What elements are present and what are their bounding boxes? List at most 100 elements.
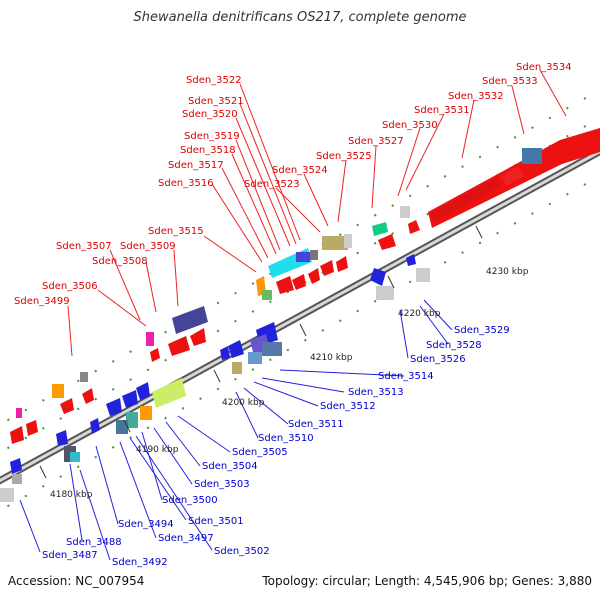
gene-sden-3504 <box>152 378 186 408</box>
gene-label: Sden_3519 <box>184 131 240 142</box>
gene-label: Sden_3497 <box>158 533 214 544</box>
gene-sden-3503 <box>140 406 152 420</box>
gene-sden-3487 <box>0 488 14 502</box>
gene-sden-3491 <box>56 430 68 446</box>
tick-label: 4220 kbp <box>398 309 441 319</box>
gene-sden-3525 <box>322 236 348 250</box>
gene-label: Sden_3526 <box>410 354 466 365</box>
tick-label: 4230 kbp <box>486 267 529 277</box>
gene-sden-3510 <box>232 362 242 374</box>
gene-sden-3489 <box>70 452 80 462</box>
genome-summary: Topology: circular; Length: 4,545,906 bp… <box>262 574 592 588</box>
gene-label: Sden_3505 <box>232 447 288 458</box>
gene-sden-3523 <box>336 256 348 272</box>
gene-label: Sden_3511 <box>288 419 344 430</box>
gene-sden-3532 <box>502 166 524 186</box>
gene-label: Sden_3515 <box>148 226 204 237</box>
gene-label: Sden_3527 <box>348 136 404 147</box>
gene-sden-3508 <box>168 336 190 356</box>
guide-dots <box>0 89 600 512</box>
gene-label: Sden_3516 <box>158 178 214 189</box>
forward-genes <box>10 128 600 444</box>
map-title: Shewanella denitrificans OS217, complete… <box>133 10 467 25</box>
tick-label: 4190 kbp <box>136 445 179 455</box>
gene-label: Sden_3494 <box>118 519 174 530</box>
gene-sden-3497 <box>122 390 138 408</box>
gene-sden-3496 <box>16 408 22 418</box>
gene-label: Sden_3487 <box>42 550 98 561</box>
gene-sden-3499 <box>52 384 64 398</box>
gene-sden-3529 <box>370 268 386 286</box>
axis-tick-labels: 4180 kbp 4190 kbp 4200 kbp 4210 kbp 4220… <box>50 267 529 500</box>
gene-sden-3533 <box>430 176 500 222</box>
accession-label: Accession: NC_007954 <box>8 574 145 588</box>
gene-label: Sden_3523 <box>244 179 300 190</box>
gene-label: Sden_3504 <box>202 461 258 472</box>
gene-sden-3495b <box>26 420 38 436</box>
gene-sden-3515b <box>262 290 272 300</box>
gene-sden-3499d <box>82 388 94 404</box>
gene-label: Sden_3524 <box>272 165 328 176</box>
gene-label: Sden_3514 <box>378 371 434 382</box>
gene-sden-3512 <box>248 352 262 364</box>
gene-sden-3528 <box>376 286 394 300</box>
gene-sden-3531 <box>408 220 420 234</box>
gene-label: Sden_3534 <box>516 62 572 73</box>
gene-label: Sden_3520 <box>182 109 238 120</box>
gene-label: Sden_3531 <box>414 105 470 116</box>
gene-label: Sden_3502 <box>214 546 270 557</box>
gene-sden-3517 <box>308 268 320 284</box>
gene-sden-3518 <box>292 274 306 290</box>
gene-label: Sden_3499 <box>14 296 70 307</box>
tick-label: 4210 kbp <box>310 353 353 363</box>
gene-label: Sden_3501 <box>188 516 244 527</box>
gene-sden-3499c <box>60 398 74 414</box>
gene-sden-3520 <box>310 250 318 260</box>
axis-ticks <box>39 225 483 479</box>
gene-sden-3507 <box>190 328 206 346</box>
gene-sden-3526 <box>416 268 430 282</box>
gene-sden-3502 <box>136 382 150 400</box>
gene-label: Sden_3508 <box>92 256 148 267</box>
gene-label: Sden_3506 <box>42 281 98 292</box>
gene-label: Sden_3529 <box>454 325 510 336</box>
gene-sden-3509 <box>172 306 208 334</box>
gene-sden-3494 <box>106 398 122 416</box>
gene-label: Sden_3507 <box>56 241 112 252</box>
gene-label: Sden_3503 <box>194 479 250 490</box>
gene-label: Sden_3510 <box>258 433 314 444</box>
gene-sden-3527b <box>378 234 396 250</box>
gene-label: Sden_3532 <box>448 91 504 102</box>
gene-sden-3521 <box>296 252 310 262</box>
forward-gene-labels: Sden_3534 Sden_3533 Sden_3532 Sden_3531 … <box>14 62 572 307</box>
gene-sden-3516 <box>320 260 334 276</box>
gene-label: Sden_3518 <box>180 145 236 156</box>
gene-sden-3492 <box>10 458 22 474</box>
reverse-leaders <box>19 299 453 561</box>
gene-label: Sden_3488 <box>66 537 122 548</box>
gene-sden-3533r <box>522 148 542 164</box>
forward-leaders <box>67 69 567 357</box>
gene-label: Sden_3533 <box>482 76 538 87</box>
gene-sden-3524 <box>344 234 352 248</box>
gene-label: Sden_3509 <box>120 241 176 252</box>
gene-sden-3495 <box>10 426 24 444</box>
gene-label: Sden_3530 <box>382 120 438 131</box>
gene-sden-3519 <box>276 276 294 294</box>
gene-label: Sden_3525 <box>316 151 372 162</box>
gene-label: Sden_3512 <box>320 401 376 412</box>
gene-sden-3530 <box>400 206 410 218</box>
gene-sden-3499b <box>80 372 88 382</box>
reverse-genes <box>0 148 542 502</box>
gene-label: Sden_3517 <box>168 160 224 171</box>
gene-sden-3501 <box>116 420 128 434</box>
reverse-gene-labels: Sden_3529 Sden_3528 Sden_3526 Sden_3514 … <box>42 325 510 568</box>
gene-sden-3527a <box>372 222 388 236</box>
gene-sden-3506b <box>150 348 160 362</box>
gene-label: Sden_3513 <box>348 387 404 398</box>
gene-sden-3493 <box>90 418 100 434</box>
gene-label: Sden_3528 <box>426 340 482 351</box>
gene-label: Sden_3500 <box>162 495 218 506</box>
gene-sden-3505 <box>220 346 230 360</box>
